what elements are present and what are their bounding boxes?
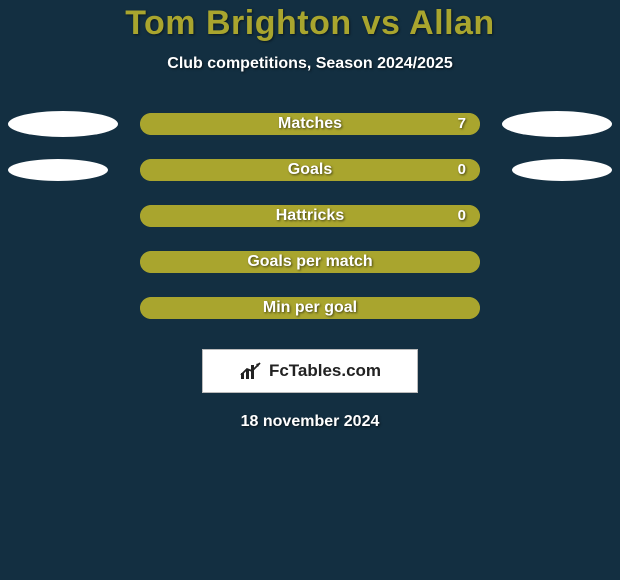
stat-bar-right-fill (310, 297, 480, 319)
stat-bar-left-fill (140, 297, 310, 319)
title-player-left: Tom Brighton (125, 4, 351, 42)
comparison-infographic: Tom Brighton vs Allan Club competitions,… (0, 0, 620, 580)
stat-row: Goals per match (0, 251, 620, 273)
stat-bar-right-fill (310, 113, 480, 135)
left-value-ellipse (8, 159, 108, 181)
stat-row: Hattricks0 (0, 205, 620, 227)
stat-bar-left-fill (140, 251, 310, 273)
stat-bar-right-fill (310, 205, 480, 227)
stat-bar: Hattricks0 (140, 205, 480, 227)
right-value-ellipse (512, 159, 612, 181)
stat-bar: Min per goal (140, 297, 480, 319)
brand-badge: FcTables.com (202, 349, 418, 393)
stat-row: Matches7 (0, 113, 620, 135)
stat-rows: Matches7 Goals0 Hattricks0 Goals per match M… (0, 113, 620, 319)
stat-row: Min per goal (0, 297, 620, 319)
footer-date: 18 november 2024 (241, 413, 380, 431)
page-subtitle: Club competitions, Season 2024/2025 (167, 55, 452, 73)
chart-icon (239, 361, 263, 381)
stat-row: Goals0 (0, 159, 620, 181)
stat-bar-left-fill (140, 205, 310, 227)
left-value-ellipse (8, 111, 118, 137)
title-vs: vs (362, 4, 401, 42)
stat-bar-right-fill (310, 251, 480, 273)
page-title: Tom Brighton vs Allan (125, 4, 494, 43)
stat-bar: Goals0 (140, 159, 480, 181)
stat-bar-left-fill (140, 159, 310, 181)
stat-bar: Goals per match (140, 251, 480, 273)
stat-bar: Matches7 (140, 113, 480, 135)
brand-name: FcTables.com (269, 361, 381, 381)
stat-bar-right-fill (310, 159, 480, 181)
right-value-ellipse (502, 111, 612, 137)
title-player-right: Allan (409, 4, 495, 42)
stat-bar-left-fill (140, 113, 310, 135)
